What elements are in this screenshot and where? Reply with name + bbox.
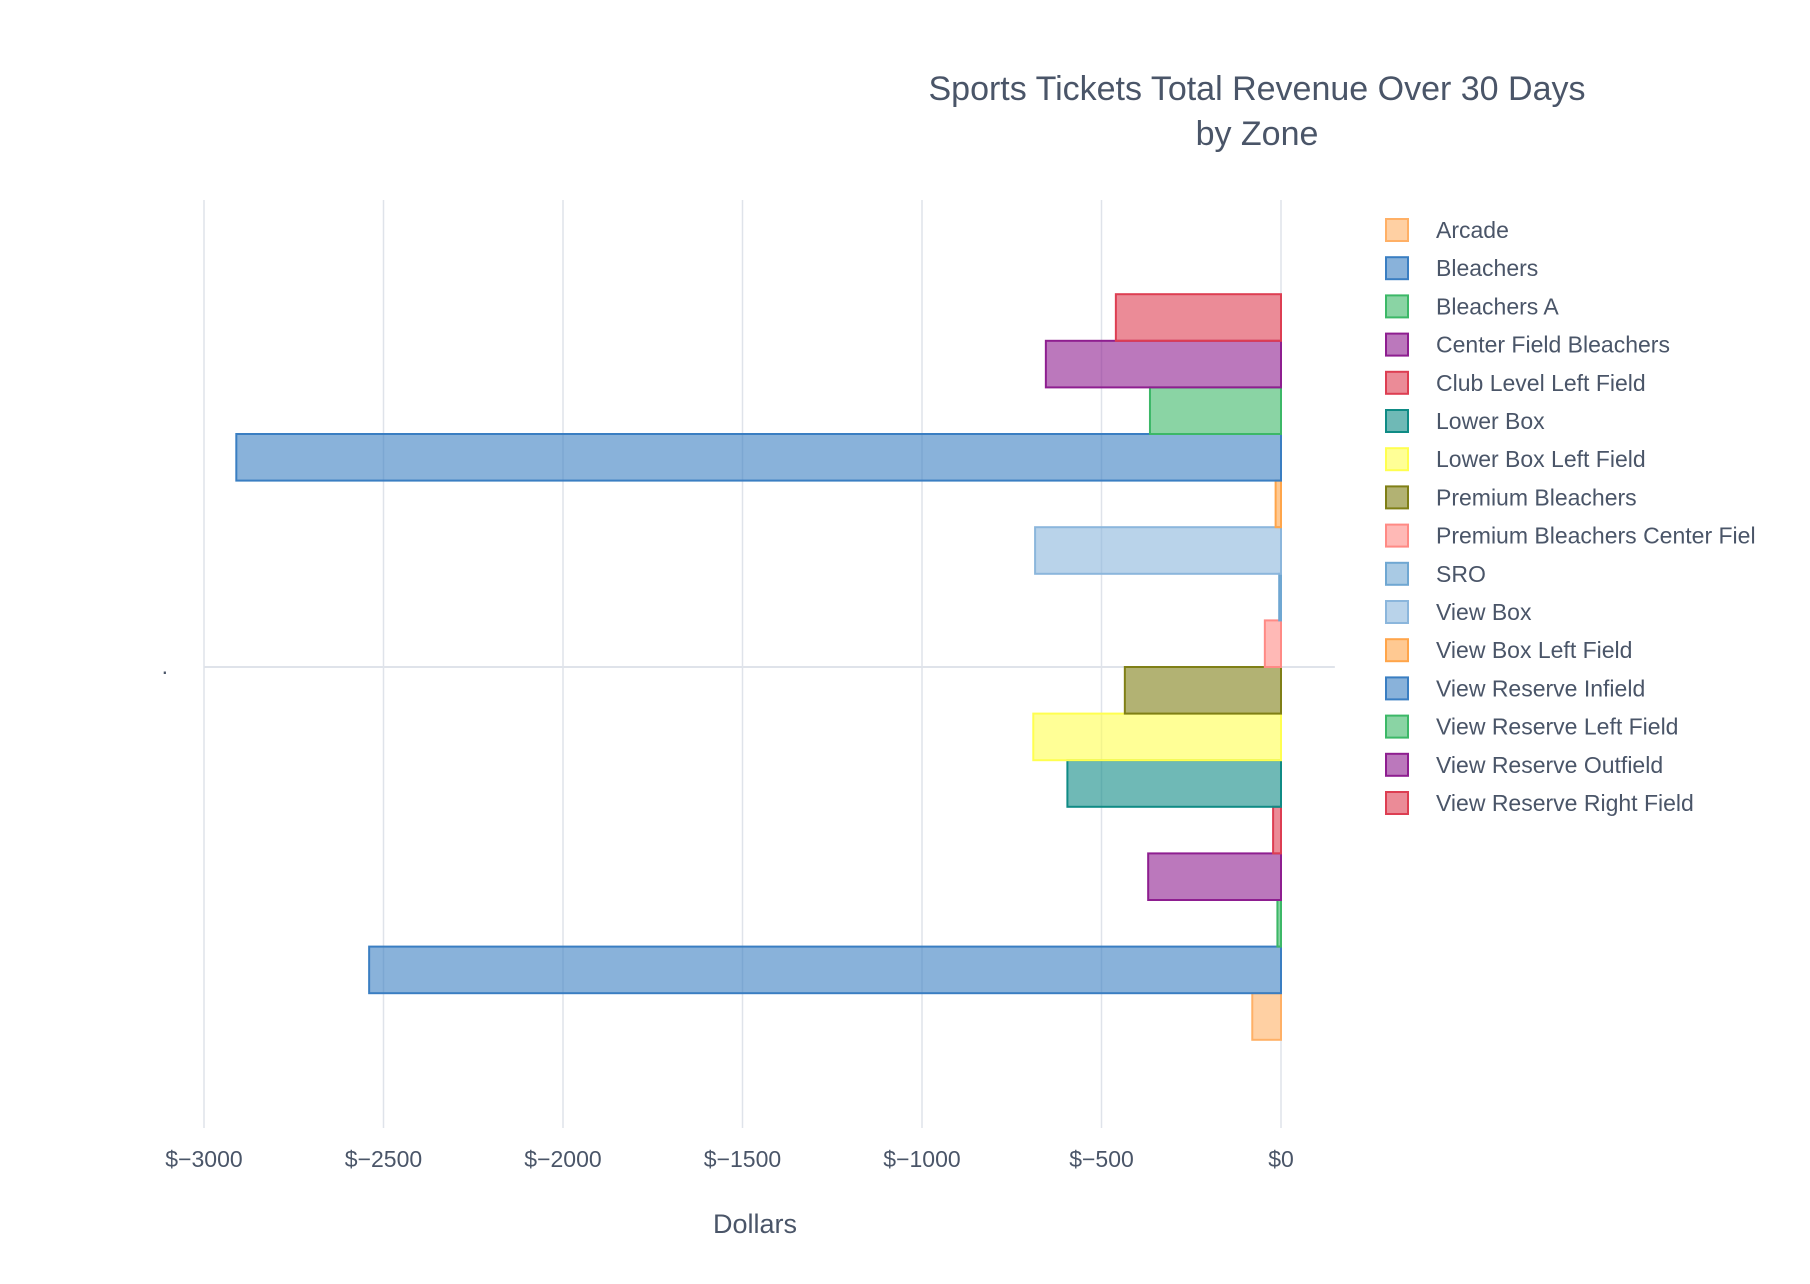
x-tick-label: $0 [1268,1146,1294,1172]
legend-item[interactable]: SRO [1385,561,1486,587]
legend-swatch [1385,409,1409,433]
legend-swatch [1385,714,1409,739]
legend-label: View Box [1436,599,1532,625]
legend-swatch [1385,218,1409,242]
legend-swatch [1385,791,1409,815]
bar [1114,293,1282,342]
x-axis-title: Dollars [713,1209,797,1239]
x-tick-label: $−2000 [524,1146,601,1172]
legend-item[interactable]: Club Level Left Field [1385,370,1646,396]
legend-swatch [1385,676,1409,701]
legend-label: Premium Bleachers Center Fiel [1436,523,1756,549]
bars [235,293,1283,1041]
legend-swatch [1385,447,1409,472]
legend-item[interactable]: Premium Bleachers Center Fiel [1385,523,1756,549]
legend-item[interactable]: View Reserve Infield [1385,675,1645,701]
bar [1123,666,1282,715]
x-tick-label: $−3000 [165,1146,242,1172]
legend-item[interactable]: Arcade [1385,217,1509,243]
legend-item[interactable]: Lower Box Left Field [1385,446,1646,472]
x-axis-ticks: $−3000 $−2500 $−2000 $−1500 $−1000 $−500 $0 [165,1146,1293,1172]
legend-label: Bleachers A [1436,293,1559,319]
legend-label: View Reserve Infield [1436,675,1645,701]
chart-subtitle: by Zone [1196,115,1319,153]
x-tick-label: $−1000 [883,1146,960,1172]
legend-label: Arcade [1436,217,1509,243]
legend-label: Bleachers [1436,255,1538,281]
legend-label: View Reserve Outfield [1436,752,1663,778]
legend-item[interactable]: Center Field Bleachers [1385,332,1670,358]
y-tick-label: . [162,653,168,679]
bar [1044,339,1282,389]
legend-swatch [1385,523,1409,548]
bar [1032,712,1283,762]
legend-item[interactable]: View Reserve Right Field [1385,790,1694,816]
legend-item[interactable]: View Reserve Left Field [1385,714,1678,740]
bar [1251,992,1283,1041]
legend-item[interactable]: Premium Bleachers [1385,484,1637,510]
legend-item[interactable]: Lower Box [1385,408,1545,434]
bar [1147,852,1283,902]
legend-label: View Box Left Field [1436,637,1632,663]
legend-item[interactable]: View Box [1385,599,1532,625]
bar [1278,572,1282,622]
legend-label: Premium Bleachers [1436,484,1637,510]
legend-swatch [1385,752,1409,777]
x-tick-label: $−500 [1069,1146,1134,1172]
bar [368,945,1282,995]
bar [1034,526,1282,575]
legend-label: Center Field Bleachers [1436,332,1670,358]
legend-label: View Reserve Left Field [1436,714,1678,740]
legend[interactable]: Arcade Bleachers Bleachers A Center Field B… [1385,217,1756,816]
legend-label: Lower Box [1436,408,1545,434]
bar [1263,619,1282,669]
bar [1274,479,1282,529]
legend-swatch [1385,600,1409,624]
legend-label: Lower Box Left Field [1436,446,1646,472]
legend-swatch [1385,256,1409,281]
legend-swatch [1385,638,1409,663]
legend-label: SRO [1436,561,1486,587]
chart-title: Sports Tickets Total Revenue Over 30 Day… [928,70,1585,108]
legend-item[interactable]: Bleachers [1385,255,1538,281]
bar [1272,805,1283,855]
x-tick-label: $−1500 [704,1146,781,1172]
legend-swatch [1385,370,1409,395]
legend-swatch [1385,485,1409,510]
x-tick-label: $−2500 [345,1146,422,1172]
legend-swatch [1385,294,1409,319]
bar [1066,759,1283,808]
bar [1276,899,1283,948]
legend-label: View Reserve Right Field [1436,790,1694,816]
legend-label: Club Level Left Field [1436,370,1646,396]
legend-swatch [1385,332,1409,357]
bar [1148,386,1282,435]
legend-item[interactable]: View Box Left Field [1385,637,1632,663]
legend-item[interactable]: View Reserve Outfield [1385,752,1663,778]
legend-item[interactable]: Bleachers A [1385,293,1559,319]
legend-swatch [1385,561,1409,586]
bar [235,433,1282,482]
